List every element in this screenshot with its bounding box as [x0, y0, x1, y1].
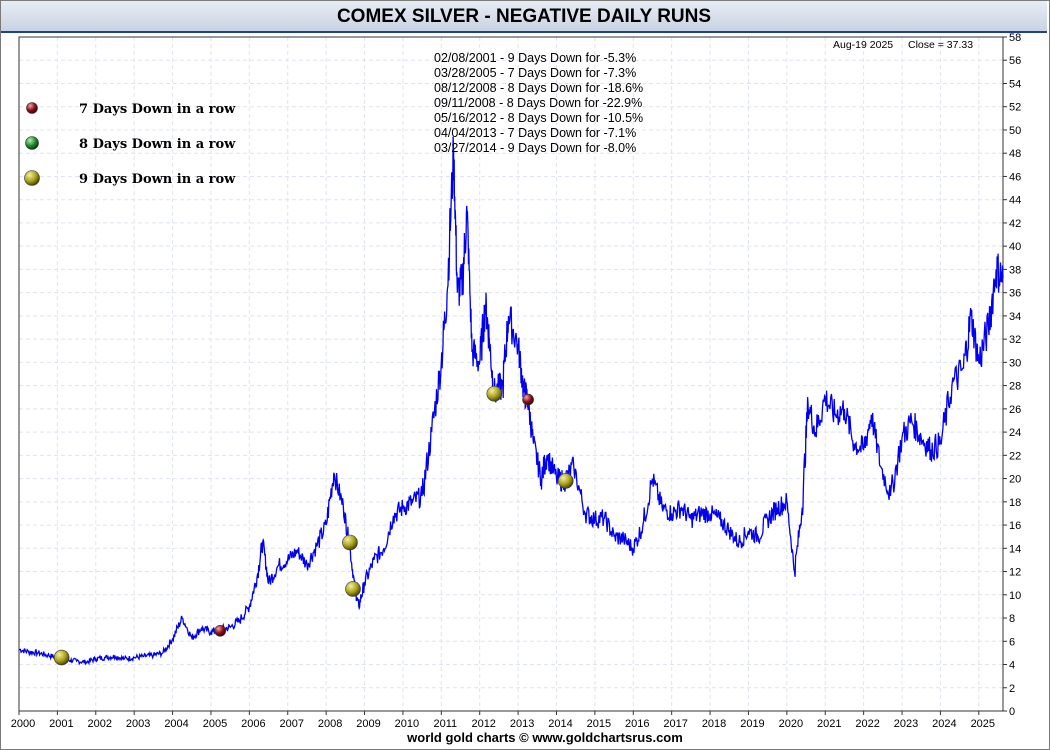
legend-marker — [24, 170, 40, 186]
y-axis: 0246810121416182022242628303234363840424… — [1003, 32, 1021, 718]
y-tick-label: 32 — [1009, 334, 1021, 346]
y-tick-label: 50 — [1009, 125, 1021, 137]
y-tick-label: 0 — [1009, 706, 1015, 718]
x-tick-label: 2001 — [49, 718, 73, 730]
x-tick-label: 2019 — [740, 718, 764, 730]
x-tick-label: 2021 — [817, 718, 841, 730]
last-close-label: Close = 37.33 — [908, 39, 973, 51]
legend-label: 8 Days Down in a row — [79, 137, 236, 152]
y-tick-label: 46 — [1009, 171, 1021, 183]
marker-9-days — [345, 581, 361, 597]
marker-9-days — [342, 534, 358, 551]
x-tick-label: 2000 — [11, 718, 35, 730]
y-tick-label: 48 — [1009, 148, 1021, 160]
y-tick-label: 12 — [1009, 567, 1021, 579]
y-tick-label: 30 — [1009, 357, 1021, 369]
x-tick-label: 2020 — [779, 718, 803, 730]
x-tick-label: 2005 — [203, 718, 227, 730]
x-tick-label: 2014 — [548, 718, 572, 730]
y-tick-label: 16 — [1009, 520, 1021, 532]
annotation-line: 05/16/2012 - 8 Days Down for -10.5% — [434, 111, 643, 125]
series-line-silver — [18, 136, 1004, 666]
marker-9-days — [53, 649, 70, 666]
marker-9-days — [557, 473, 574, 489]
y-tick-label: 54 — [1009, 78, 1021, 90]
x-tick-label: 2015 — [587, 718, 611, 730]
x-tick-label: 2011 — [433, 718, 457, 730]
y-tick-label: 28 — [1009, 381, 1021, 393]
y-tick-label: 10 — [1009, 590, 1021, 602]
y-tick-label: 8 — [1009, 613, 1015, 625]
annotation-line: 02/08/2001 - 9 Days Down for -5.3% — [434, 51, 636, 65]
x-tick-label: 2025 — [971, 718, 995, 730]
annotation-line: 09/11/2008 - 8 Days Down for -22.9% — [434, 96, 642, 110]
x-axis: 2000 2001 2002 2003 2004 2005 2006 2007 2008 2009… — [11, 711, 995, 730]
plot-border — [18, 36, 1004, 712]
annotations: 02/08/2001 - 9 Days Down for -5.3%03/28/… — [434, 51, 643, 155]
x-tick-label: 2004 — [164, 718, 188, 730]
annotation-line: 04/04/2013 - 7 Days Down for -7.1% — [434, 126, 636, 140]
last-date-label: Aug-19 2025 — [833, 39, 893, 51]
x-tick-label: 2024 — [932, 718, 956, 730]
y-tick-label: 24 — [1009, 427, 1021, 439]
y-tick-label: 42 — [1009, 218, 1021, 230]
title-bar: COMEX SILVER - NEGATIVE DAILY RUNS — [1, 1, 1047, 33]
y-tick-label: 4 — [1009, 660, 1015, 672]
legend-marker — [25, 136, 39, 150]
annotation-line: 03/27/2014 - 9 Days Down for -8.0% — [434, 141, 636, 155]
y-tick-label: 22 — [1009, 450, 1021, 462]
chart-footer: world gold charts © www.goldchartsrus.co… — [407, 730, 683, 745]
y-tick-label: 44 — [1009, 195, 1021, 207]
x-tick-label: 2013 — [510, 718, 534, 730]
y-tick-label: 58 — [1009, 32, 1021, 44]
x-tick-label: 2007 — [280, 718, 304, 730]
x-tick-label: 2009 — [356, 718, 380, 730]
y-tick-label: 36 — [1009, 288, 1021, 300]
legend-marker — [26, 102, 38, 114]
marker-7-days — [522, 393, 534, 406]
x-tick-label: 2012 — [471, 718, 495, 730]
x-tick-label: 2002 — [88, 718, 112, 730]
y-tick-label: 20 — [1009, 474, 1021, 486]
y-tick-label: 34 — [1009, 311, 1021, 323]
y-tick-label: 2 — [1009, 683, 1015, 695]
y-tick-label: 38 — [1009, 264, 1021, 276]
y-tick-label: 40 — [1009, 241, 1021, 253]
x-tick-label: 2006 — [241, 718, 265, 730]
x-tick-label: 2018 — [702, 718, 726, 730]
markers — [53, 385, 574, 666]
x-tick-label: 2010 — [395, 718, 419, 730]
y-tick-label: 14 — [1009, 543, 1021, 555]
x-tick-label: 2016 — [625, 718, 649, 730]
y-tick-label: 26 — [1009, 404, 1021, 416]
x-tick-label: 2022 — [855, 718, 879, 730]
legend: 7 Days Down in a row 8 Days Down in a row… — [24, 102, 236, 187]
annotation-line: 03/28/2005 - 7 Days Down for -7.3% — [434, 66, 636, 80]
marker-7-days — [214, 625, 226, 637]
legend-label: 7 Days Down in a row — [79, 102, 236, 117]
y-tick-label: 52 — [1009, 102, 1021, 114]
legend-label: 9 Days Down in a row — [79, 172, 236, 187]
x-tick-label: 2003 — [126, 718, 150, 730]
chart-title: COMEX SILVER - NEGATIVE DAILY RUNS — [336, 6, 712, 27]
annotation-line: 08/12/2008 - 8 Days Down for -18.6% — [434, 81, 643, 95]
marker-9-days — [486, 385, 503, 402]
x-tick-label: 2023 — [894, 718, 918, 730]
y-tick-label: 56 — [1009, 55, 1021, 67]
y-tick-label: 6 — [1009, 636, 1015, 648]
x-tick-label: 2017 — [663, 718, 687, 730]
x-tick-label: 2008 — [318, 718, 342, 730]
y-tick-label: 18 — [1009, 497, 1021, 509]
